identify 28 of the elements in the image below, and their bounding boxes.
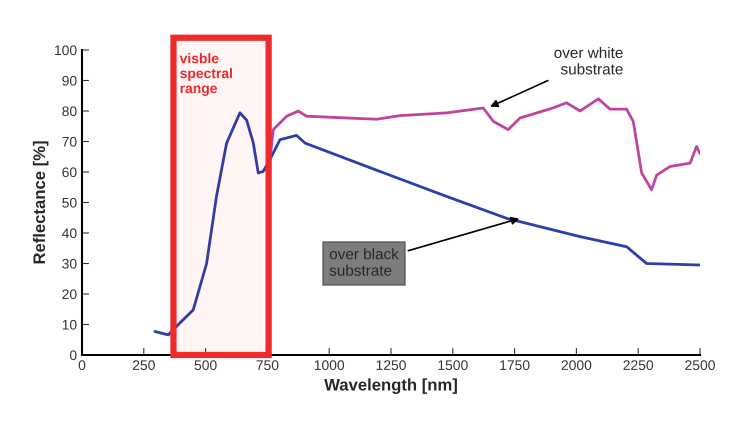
x-tick-label: 2250 [623,360,654,370]
y-axis-title: Reflectance [%] [32,141,48,264]
y-tick-label: 10 [62,320,77,330]
x-tick-label: 2500 [685,360,715,370]
y-tick-label: 70 [62,136,77,147]
x-tick-label: 1750 [500,360,530,370]
x-tick-label: 1250 [376,360,406,370]
y-tick-label: 100 [55,45,77,56]
x-tick-label: 0 [78,360,86,370]
x-tick-label: 750 [256,360,278,370]
y-tick-label: 20 [62,289,77,300]
x-axis-title: Wavelength [nm] [324,378,457,394]
y-tick-label: 80 [62,106,77,116]
x-tick-label: 1500 [438,360,468,370]
x-tick-label: 2000 [562,360,592,370]
band-label: visble spectral range [180,53,232,96]
x-tick-label: 1000 [314,360,344,370]
y-tick-label: 40 [62,228,77,238]
x-tick-label: 250 [132,360,155,370]
annotation: over black substrate [330,248,399,276]
y-tick-label: 0 [70,350,77,360]
annotation: over white substrate [554,46,623,75]
y-tick-label: 50 [62,198,77,208]
line-series [154,111,700,336]
y-tick-label: 30 [62,258,77,269]
x-tick-label: 500 [194,360,217,370]
y-tick-label: 60 [62,167,77,178]
y-tick-label: 90 [62,76,77,86]
